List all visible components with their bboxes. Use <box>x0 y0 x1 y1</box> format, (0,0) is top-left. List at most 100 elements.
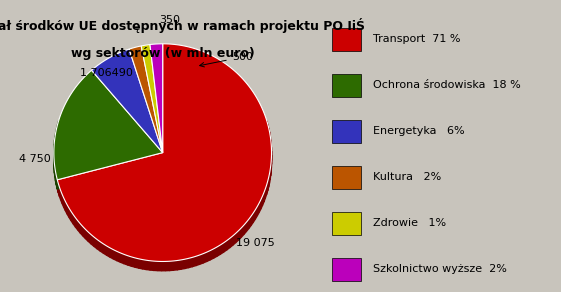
Bar <box>332 212 361 234</box>
Polygon shape <box>80 224 83 236</box>
Polygon shape <box>131 257 135 267</box>
Polygon shape <box>162 261 165 271</box>
Polygon shape <box>266 182 268 195</box>
Polygon shape <box>169 261 173 271</box>
Polygon shape <box>253 210 255 222</box>
Polygon shape <box>251 213 253 225</box>
Polygon shape <box>264 189 265 202</box>
Polygon shape <box>139 259 142 269</box>
Polygon shape <box>54 70 163 180</box>
Polygon shape <box>269 128 270 141</box>
Bar <box>332 74 361 97</box>
Polygon shape <box>150 261 154 270</box>
Polygon shape <box>203 252 206 263</box>
Polygon shape <box>56 128 57 141</box>
Polygon shape <box>94 237 97 249</box>
Text: 500: 500 <box>200 52 252 67</box>
Polygon shape <box>57 180 58 193</box>
Polygon shape <box>73 215 76 227</box>
Text: wg sektorów (w mln euro): wg sektorów (w mln euro) <box>71 47 255 60</box>
Polygon shape <box>121 253 124 264</box>
Bar <box>332 258 361 281</box>
Polygon shape <box>107 246 110 257</box>
Polygon shape <box>128 256 131 266</box>
Polygon shape <box>214 247 217 258</box>
Polygon shape <box>210 249 214 260</box>
Text: Podział środków UE dostępnych w ramach projektu PO IiŚ: Podział środków UE dostępnych w ramach p… <box>0 18 365 32</box>
Polygon shape <box>259 200 261 212</box>
Polygon shape <box>249 216 251 229</box>
Polygon shape <box>192 256 196 267</box>
Text: 19 075: 19 075 <box>236 238 274 248</box>
Polygon shape <box>67 205 69 218</box>
Text: Kultura   2%: Kultura 2% <box>373 172 441 182</box>
Polygon shape <box>265 185 266 198</box>
Polygon shape <box>86 230 88 241</box>
Text: 350: 350 <box>159 15 180 25</box>
Text: Energetyka   6%: Energetyka 6% <box>373 126 465 136</box>
Polygon shape <box>165 261 169 271</box>
Polygon shape <box>58 120 59 133</box>
Polygon shape <box>241 225 244 237</box>
Polygon shape <box>64 198 66 211</box>
Polygon shape <box>177 260 181 270</box>
Polygon shape <box>69 208 71 221</box>
Polygon shape <box>206 251 210 262</box>
Polygon shape <box>141 45 163 153</box>
Polygon shape <box>268 178 269 191</box>
Polygon shape <box>88 232 91 244</box>
Polygon shape <box>124 254 128 265</box>
Polygon shape <box>185 258 188 269</box>
Polygon shape <box>158 261 162 271</box>
Polygon shape <box>57 153 163 189</box>
Polygon shape <box>261 196 263 209</box>
Polygon shape <box>268 125 269 138</box>
Polygon shape <box>129 46 163 153</box>
Polygon shape <box>154 261 158 271</box>
Polygon shape <box>200 254 203 264</box>
Polygon shape <box>91 49 163 153</box>
Polygon shape <box>55 168 56 181</box>
Polygon shape <box>269 170 270 183</box>
Polygon shape <box>236 231 238 243</box>
Polygon shape <box>238 228 241 240</box>
Polygon shape <box>57 44 272 261</box>
Polygon shape <box>217 245 220 256</box>
Polygon shape <box>196 255 200 266</box>
Polygon shape <box>83 227 86 239</box>
Polygon shape <box>78 221 80 233</box>
Polygon shape <box>62 194 64 207</box>
Polygon shape <box>97 239 100 251</box>
Polygon shape <box>230 236 233 248</box>
Polygon shape <box>233 233 236 245</box>
Polygon shape <box>56 176 57 189</box>
Polygon shape <box>255 206 257 219</box>
Polygon shape <box>66 201 67 214</box>
Polygon shape <box>71 211 73 224</box>
Bar <box>332 28 361 51</box>
Polygon shape <box>257 203 259 216</box>
Polygon shape <box>188 258 192 268</box>
Polygon shape <box>220 243 223 254</box>
Polygon shape <box>142 260 146 270</box>
Polygon shape <box>76 218 78 230</box>
Bar <box>332 120 361 142</box>
Polygon shape <box>223 241 227 252</box>
Polygon shape <box>113 250 117 261</box>
Bar <box>332 166 361 189</box>
Polygon shape <box>263 193 264 206</box>
Polygon shape <box>58 183 59 197</box>
Text: Zdrowie   1%: Zdrowie 1% <box>373 218 446 228</box>
Polygon shape <box>150 44 163 153</box>
Polygon shape <box>244 222 246 234</box>
Polygon shape <box>246 219 249 232</box>
Polygon shape <box>135 258 139 268</box>
Polygon shape <box>61 191 62 204</box>
Text: 4 750: 4 750 <box>19 154 51 164</box>
Polygon shape <box>110 248 113 259</box>
Text: Transport  71 %: Transport 71 % <box>373 34 461 44</box>
Text: Ochrona środowiska  18 %: Ochrona środowiska 18 % <box>373 81 521 91</box>
Polygon shape <box>227 238 230 250</box>
Polygon shape <box>146 260 150 270</box>
Polygon shape <box>100 242 103 253</box>
